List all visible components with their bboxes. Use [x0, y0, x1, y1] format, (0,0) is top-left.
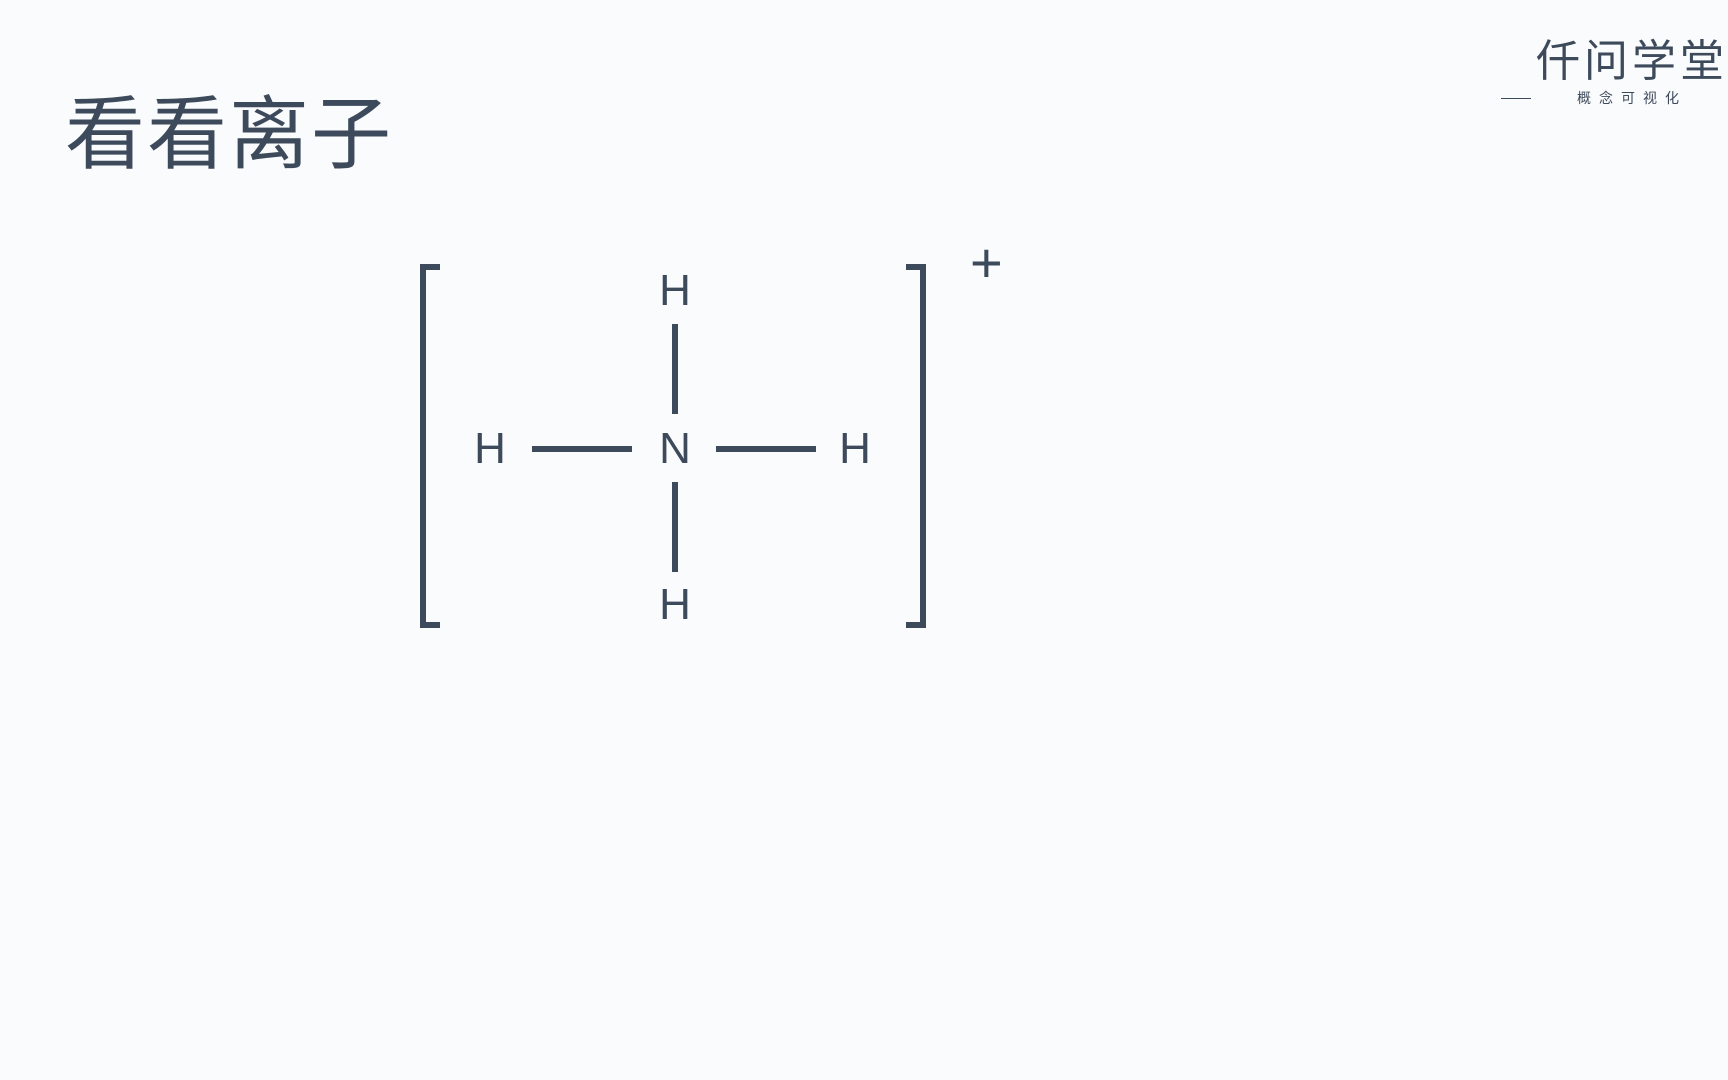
bracket-right: [906, 264, 926, 628]
watermark-sub-text: 概念可视化: [1536, 88, 1728, 108]
watermark-main-text: 仟问学堂: [1536, 40, 1728, 84]
charge-symbol: +: [970, 230, 1003, 295]
atom-right-hydrogen: H: [835, 424, 875, 474]
atom-bottom-hydrogen: H: [655, 580, 695, 630]
watermark-logo: 仟问学堂 概念可视化: [1536, 40, 1728, 108]
bond-bottom: [672, 482, 678, 572]
atom-center-nitrogen: N: [655, 424, 695, 474]
bond-left: [532, 446, 632, 452]
chemical-structure-diagram: + N H H H H: [420, 240, 1020, 640]
bond-top: [672, 324, 678, 414]
page-title: 看看离子: [65, 70, 393, 186]
atom-left-hydrogen: H: [470, 424, 510, 474]
atom-top-hydrogen: H: [655, 266, 695, 316]
bond-right: [716, 446, 816, 452]
bracket-left: [420, 264, 440, 628]
